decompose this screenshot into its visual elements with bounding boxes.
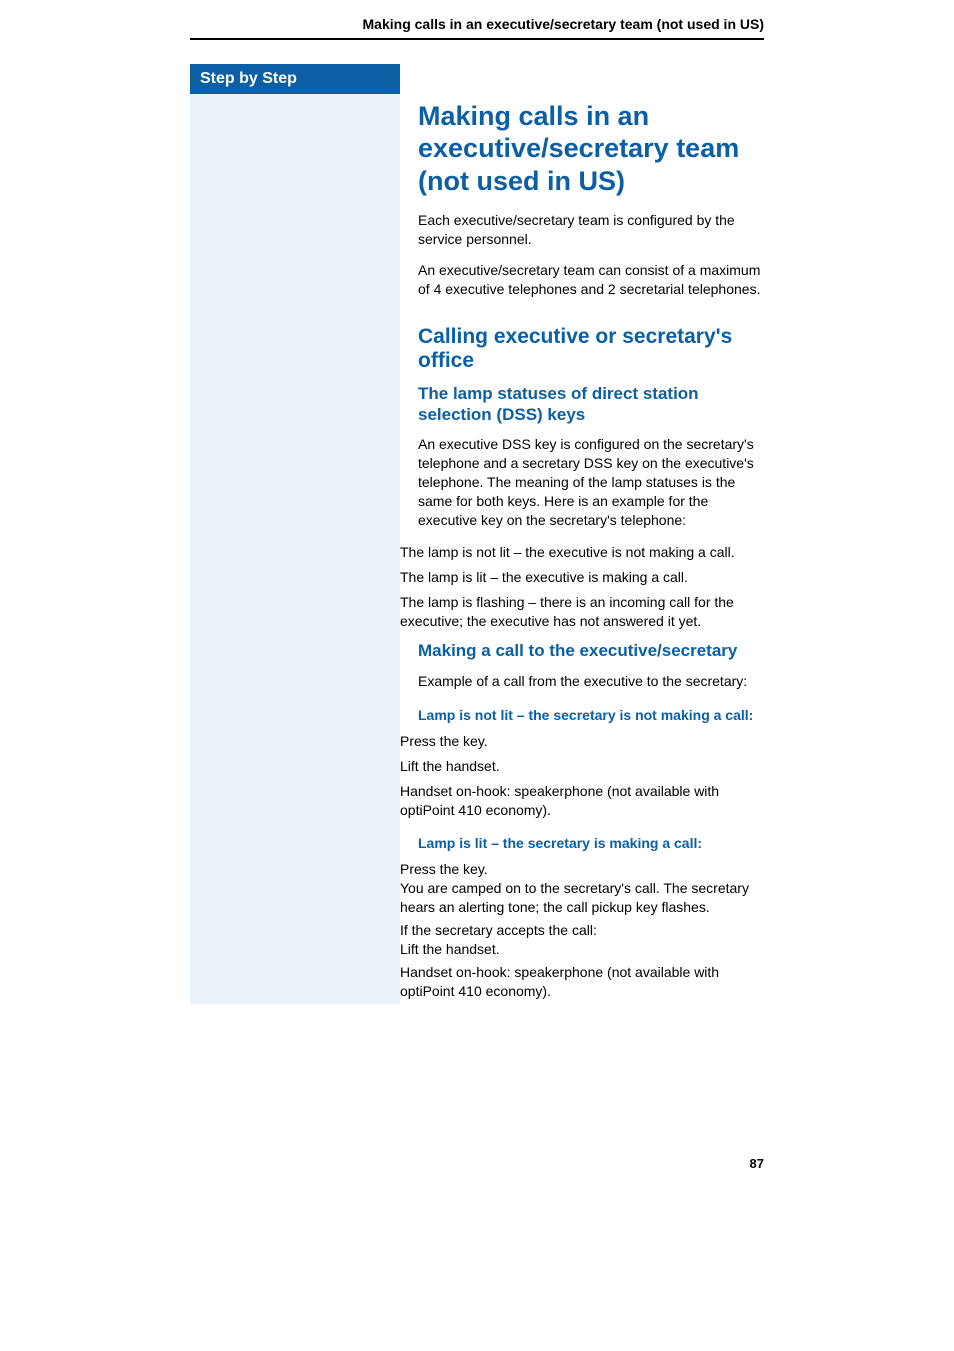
- step-by-step-badge: Step by Step: [190, 64, 400, 94]
- b-row-3: or Handset on-hook: speakerphone (not av…: [418, 962, 764, 1001]
- dss-row-3: or Executive The lamp is flashing – ther…: [418, 592, 764, 631]
- a-row-1-text: Press the key.: [400, 731, 488, 751]
- subsection-call-title: Making a call to the executive/secretary: [418, 640, 764, 661]
- call-para: Example of a call from the executive to …: [418, 672, 764, 691]
- b-row-2-text: If the secretary accepts the call:Lift t…: [400, 920, 597, 959]
- intro-para-1: Each executive/secretary team is configu…: [418, 211, 764, 249]
- a-row-3: or Handset on-hook: speakerphone (not av…: [418, 781, 764, 820]
- b-row-1-text: Press the key.You are camped on to the s…: [400, 859, 764, 917]
- dss-row-2: or Executive: [418, 567, 764, 589]
- subsection-dss-title: The lamp statuses of direct station sele…: [418, 383, 764, 426]
- a-row-1: Secretary Press the key.: [418, 731, 764, 753]
- right-column: Making calls in an executive/secretary t…: [400, 64, 954, 1004]
- a-row-2-text: Lift the handset.: [400, 756, 500, 776]
- intro-para-2: An executive/secretary team can consist …: [418, 261, 764, 299]
- dss-para: An executive DSS key is configured on th…: [418, 435, 764, 529]
- a-row-2: Lift the handset.: [418, 756, 764, 778]
- block-b-head: Lamp is lit – the secretary is making a …: [418, 835, 764, 851]
- columns: Step by Step Making calls in an executiv…: [0, 64, 954, 1004]
- page: Making calls in an executive/secretary t…: [0, 0, 954, 1351]
- running-head: Making calls in an executive/secretary t…: [0, 0, 954, 38]
- chapter-title: Making calls in an executive/secretary t…: [418, 100, 764, 197]
- dss-row-1: Executive The lamp is not lit – the exec…: [418, 542, 764, 564]
- left-column: Step by Step: [190, 64, 400, 1004]
- section-title: Calling executive or secretary's office: [418, 325, 764, 373]
- dss-row-3-text: The lamp is flashing – there is an incom…: [400, 592, 764, 631]
- a-row-3-text: Handset on-hook: speakerphone (not avail…: [400, 781, 764, 820]
- dss-row-1-text: The lamp is not lit – the executive is n…: [400, 542, 735, 562]
- b-row-2: If the secretary accepts the call:Lift t…: [418, 920, 764, 959]
- b-row-1: Secretary Press the key.You are camped o…: [418, 859, 764, 917]
- b-row-3-text: Handset on-hook: speakerphone (not avail…: [400, 962, 764, 1001]
- dss-row-2-text: The lamp is lit – the executive is makin…: [400, 567, 688, 587]
- block-a-head: Lamp is not lit – the secretary is not m…: [418, 707, 764, 723]
- page-number: 87: [750, 1156, 764, 1171]
- head-rule: [190, 38, 764, 40]
